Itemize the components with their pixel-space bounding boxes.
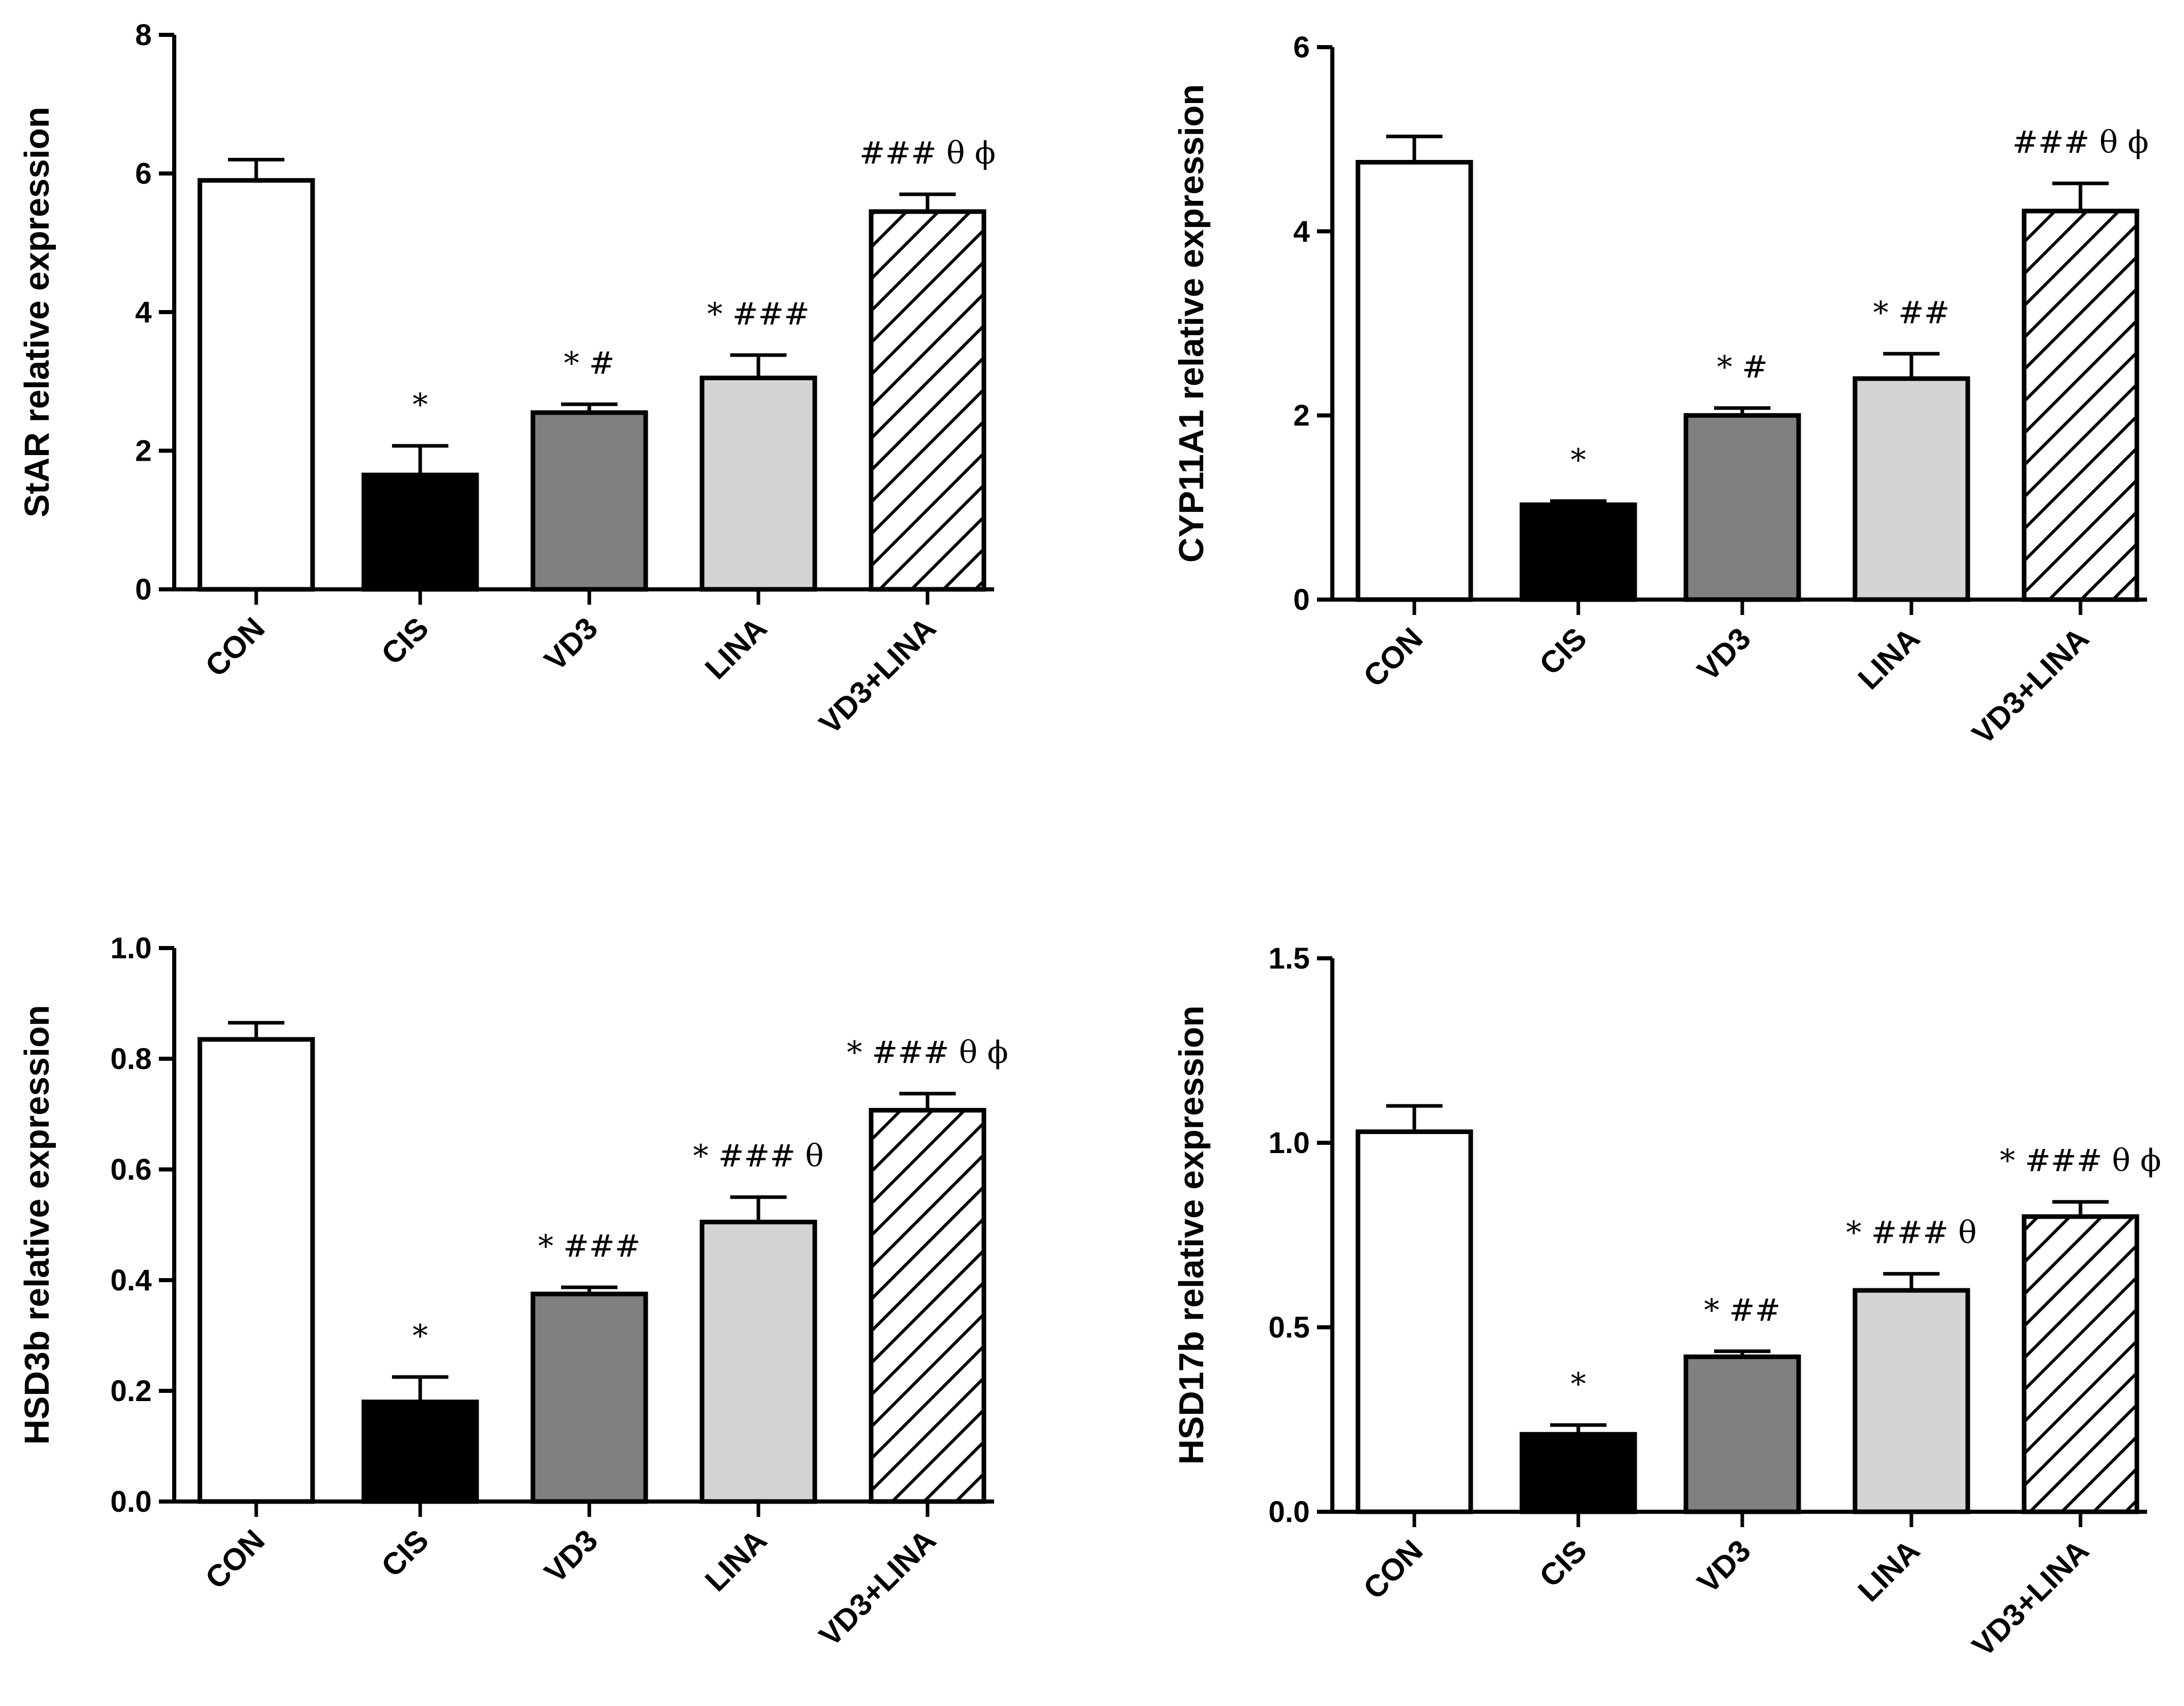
significance-label: * ### θ ϕ: [2000, 1143, 2161, 1179]
chart-panel-3: 0.0 0.2 0.4 0.6 0.8 1.0 HSD3b relative express…: [17, 932, 1008, 1653]
category-label: LINA: [698, 1523, 773, 1598]
category-label: CIS: [375, 1523, 435, 1584]
bar-lina: [699, 1220, 817, 1504]
y-tick-label: 0.5: [1268, 1311, 1310, 1344]
bar-cis: [361, 472, 479, 592]
y-tick-label: 0.4: [110, 1264, 152, 1297]
y-tick-label: 0: [1293, 583, 1310, 616]
category-label: CON: [199, 611, 272, 684]
y-axis-title: CYP11A1 relative expression: [1172, 84, 1211, 563]
y-tick-label: 6: [1293, 31, 1310, 64]
bar-vd3-lina: [2022, 1214, 2139, 1514]
category-label: LINA: [698, 611, 773, 686]
category-label: CIS: [1533, 1533, 1593, 1594]
y-axis-title: HSD17b relative expression: [1172, 1005, 1211, 1465]
y-tick-label: 0.8: [110, 1042, 152, 1076]
bar-lina: [1852, 376, 1970, 602]
bar-con: [1355, 1129, 1473, 1514]
significance-label: * #: [1717, 349, 1767, 385]
y-tick-label: 2: [1293, 399, 1310, 433]
category-label: LINA: [1851, 621, 1926, 696]
y-tick-label: 0.0: [1268, 1495, 1310, 1529]
category-label: VD3: [538, 1523, 604, 1590]
significance-label: *: [413, 1318, 428, 1354]
significance-label: * ###: [707, 296, 810, 332]
category-label: VD3: [1691, 621, 1757, 688]
category-label: VD3+LINA: [1966, 1533, 2096, 1663]
bar-con: [197, 1037, 315, 1504]
bar-lina: [699, 375, 817, 592]
bar-vd3-lina: [2022, 209, 2139, 602]
category-label: CON: [199, 1523, 272, 1596]
bar-con: [1355, 160, 1473, 602]
significance-label: * ###: [538, 1228, 641, 1264]
y-tick-label: 8: [135, 18, 152, 52]
bar-vd3-lina: [869, 1107, 986, 1504]
significance-label: * ##: [1704, 1292, 1781, 1328]
y-tick-label: 1.0: [110, 932, 152, 965]
significance-label: *: [1571, 442, 1586, 478]
chart-panel-2: 0 2 4 6 CYP11A1 relative expression CON * CIS * …: [1172, 31, 2149, 751]
chart-panel-1: 0 2 4 6 8 StAR relative expression CON * CIS * # V…: [17, 18, 996, 741]
significance-label: * ### θ ϕ: [847, 1035, 1008, 1071]
bar-vd3: [1683, 413, 1801, 602]
y-axis-title: HSD3b relative expression: [17, 1005, 56, 1445]
category-label: LINA: [1851, 1533, 1926, 1608]
y-tick-label: 1.0: [1268, 1126, 1310, 1160]
significance-label: * ##: [1873, 295, 1950, 331]
bar-cis: [361, 1400, 479, 1504]
y-tick-label: 4: [1293, 215, 1310, 248]
bar-vd3: [530, 1291, 648, 1504]
category-label: VD3+LINA: [1966, 621, 2096, 751]
category-label: VD3: [538, 611, 604, 677]
y-tick-label: 0: [135, 573, 152, 606]
significance-label: *: [413, 387, 428, 423]
significance-label: * #: [564, 345, 614, 381]
category-label: CIS: [1533, 621, 1593, 682]
y-tick-label: 4: [135, 296, 152, 329]
y-tick-label: 6: [135, 157, 152, 191]
significance-label: ### θ ϕ: [2012, 125, 2149, 160]
bar-vd3: [1683, 1354, 1801, 1514]
bar-vd3-lina: [869, 209, 986, 592]
significance-label: *: [1571, 1366, 1586, 1402]
y-axis-title: StAR relative expression: [17, 107, 56, 517]
y-tick-label: 0.2: [110, 1374, 152, 1408]
y-tick-label: 0.0: [110, 1485, 152, 1518]
bar-con: [197, 178, 315, 592]
category-label: CIS: [375, 611, 435, 671]
category-label: VD3: [1691, 1533, 1757, 1600]
y-tick-label: 1.5: [1268, 942, 1310, 975]
significance-label: * ### θ: [693, 1138, 823, 1174]
y-tick-label: 0.6: [110, 1153, 152, 1186]
bar-cis: [1519, 1432, 1637, 1514]
significance-label: ### θ ϕ: [859, 135, 996, 171]
category-label: VD3+LINA: [813, 1523, 943, 1653]
chart-panel-4: 0.0 0.5 1.0 1.5 HSD17b relative expression CO…: [1172, 942, 2161, 1663]
bar-lina: [1852, 1288, 1970, 1514]
y-tick-label: 2: [135, 435, 152, 468]
significance-label: * ### θ: [1846, 1215, 1976, 1251]
category-label: CON: [1357, 621, 1430, 694]
bar-cis: [1519, 502, 1637, 602]
category-label: CON: [1357, 1533, 1430, 1606]
category-label: VD3+LINA: [813, 611, 943, 741]
bar-vd3: [530, 410, 648, 592]
